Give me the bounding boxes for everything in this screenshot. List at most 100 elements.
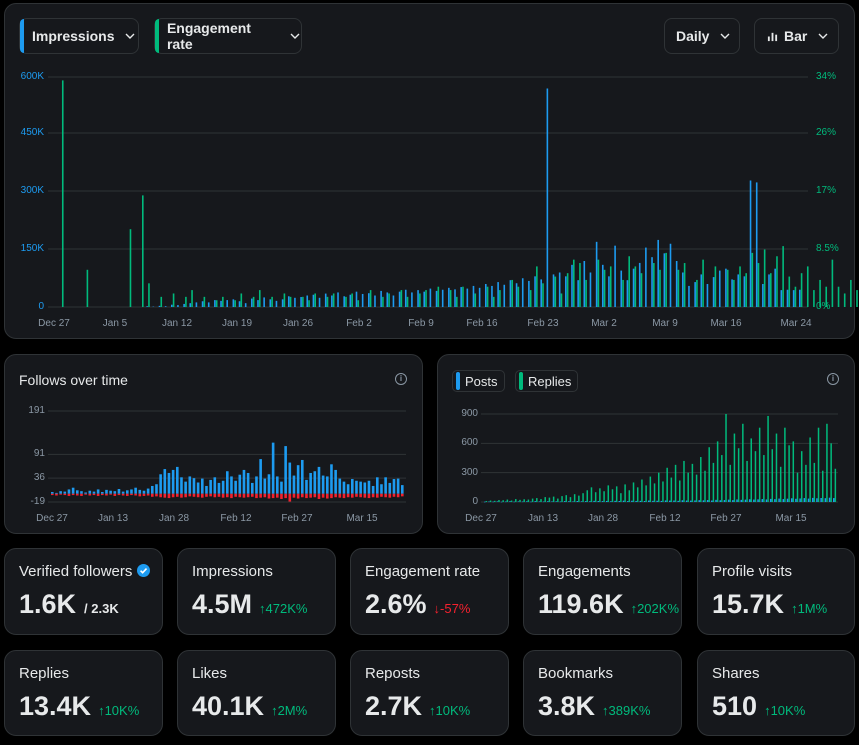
unfollows-bar[interactable] <box>296 493 300 499</box>
follows-bar[interactable] <box>209 479 212 494</box>
engagement-bar[interactable] <box>579 263 581 307</box>
engagement-bar[interactable] <box>474 293 477 307</box>
follows-bar[interactable] <box>392 479 396 494</box>
engagement-bar[interactable] <box>782 246 784 307</box>
engagement-bar[interactable] <box>369 290 372 307</box>
follows-bar[interactable] <box>80 491 83 494</box>
impressions-bar[interactable] <box>257 300 259 307</box>
replies-bar[interactable] <box>536 498 538 502</box>
follows-bar[interactable] <box>88 490 92 494</box>
replies-bar[interactable] <box>615 486 618 502</box>
posts-bar[interactable] <box>517 501 520 503</box>
impressions-bar[interactable] <box>454 289 456 307</box>
unfollows-bar[interactable] <box>317 493 321 499</box>
engagement-bar[interactable] <box>837 286 840 307</box>
impressions-bar[interactable] <box>515 283 518 307</box>
engagement-bar[interactable] <box>603 269 606 307</box>
engagement-bar[interactable] <box>726 269 729 307</box>
impressions-bar[interactable] <box>577 280 579 307</box>
replies-bar[interactable] <box>826 423 828 502</box>
replies-bar[interactable] <box>624 484 626 502</box>
replies-bar[interactable] <box>750 438 753 502</box>
unfollows-bar[interactable] <box>205 493 208 497</box>
impressions-bar[interactable] <box>651 257 653 307</box>
impressions-bar[interactable] <box>189 303 192 307</box>
info-icon[interactable]: i <box>395 373 407 385</box>
follows-bar[interactable] <box>346 484 350 494</box>
engagement-bar[interactable] <box>800 273 803 307</box>
impressions-bar[interactable] <box>195 302 198 307</box>
engagement-bar[interactable] <box>283 293 286 307</box>
engagement-bar[interactable] <box>351 293 353 307</box>
follows-bar[interactable] <box>184 481 187 494</box>
impressions-bar[interactable] <box>441 289 444 307</box>
replies-bar[interactable] <box>573 494 576 502</box>
posts-bar[interactable] <box>597 501 600 502</box>
unfollows-bar[interactable] <box>51 493 54 496</box>
posts-bar[interactable] <box>652 500 654 502</box>
impressions-bar[interactable] <box>614 245 616 307</box>
replies-bar[interactable] <box>510 500 513 502</box>
impressions-bar[interactable] <box>337 292 339 307</box>
posts-bar[interactable] <box>761 499 764 502</box>
replies-bar[interactable] <box>771 449 774 502</box>
engagement-bar[interactable] <box>419 293 421 307</box>
impressions-bar[interactable] <box>374 295 376 308</box>
engagement-bar[interactable] <box>388 293 390 307</box>
unfollows-bar[interactable] <box>67 493 71 496</box>
engagement-bar[interactable] <box>536 266 538 307</box>
impressions-bar[interactable] <box>386 292 389 307</box>
impressions-bar[interactable] <box>700 274 703 307</box>
engagement-bar[interactable] <box>191 290 193 307</box>
unfollows-bar[interactable] <box>351 493 354 498</box>
unfollows-bar[interactable] <box>188 493 192 497</box>
impressions-bar[interactable] <box>417 290 419 307</box>
posts-bar[interactable] <box>723 500 726 502</box>
follows-bar[interactable] <box>280 481 283 494</box>
follows-bar[interactable] <box>292 475 296 494</box>
info-icon[interactable]: i <box>827 373 839 385</box>
engagement-bar[interactable] <box>825 286 828 307</box>
impressions-bar[interactable] <box>712 277 715 307</box>
impressions-bar[interactable] <box>448 287 450 307</box>
follows-bar[interactable] <box>234 480 237 494</box>
follows-bar[interactable] <box>330 464 333 494</box>
engagement-bar[interactable] <box>806 266 809 307</box>
follows-bar[interactable] <box>363 482 367 494</box>
follows-bar[interactable] <box>338 478 342 494</box>
replies-bar[interactable] <box>725 414 727 502</box>
unfollows-bar[interactable] <box>251 493 254 497</box>
posts-bar[interactable] <box>643 501 646 502</box>
impressions-bar[interactable] <box>749 180 752 308</box>
engagement-bar[interactable] <box>665 252 667 307</box>
posts-bar[interactable] <box>732 500 734 502</box>
replies-bar[interactable] <box>594 492 597 502</box>
posts-bar[interactable] <box>799 498 801 502</box>
engagement-bar[interactable] <box>271 296 273 307</box>
unfollows-bar[interactable] <box>217 493 221 497</box>
impressions-bar[interactable] <box>682 272 684 308</box>
engagement-bar[interactable] <box>215 300 218 307</box>
impressions-bar[interactable] <box>201 301 204 307</box>
replies-bar[interactable] <box>809 437 811 502</box>
replies-bar[interactable] <box>485 501 488 502</box>
replies-bar[interactable] <box>641 479 643 502</box>
posts-bar[interactable] <box>521 501 524 503</box>
follows-bar[interactable] <box>376 477 379 494</box>
replies-bar[interactable] <box>649 476 652 502</box>
engagement-bar[interactable] <box>529 290 532 307</box>
engagement-bar[interactable] <box>517 286 520 307</box>
unfollows-bar[interactable] <box>63 493 67 496</box>
engagement-bar[interactable] <box>585 279 587 307</box>
unfollows-bar[interactable] <box>255 493 258 499</box>
impressions-bar[interactable] <box>392 295 395 308</box>
posts-bar[interactable] <box>698 500 700 502</box>
posts-bar[interactable] <box>681 500 684 502</box>
follows-bar[interactable] <box>155 484 158 494</box>
posts-bar[interactable] <box>484 501 486 503</box>
engagement-bar[interactable] <box>308 300 310 307</box>
follows-bar[interactable] <box>159 474 162 494</box>
impressions-bar[interactable] <box>645 247 647 307</box>
replies-bar[interactable] <box>523 499 525 502</box>
engagement-bar[interactable] <box>597 259 600 307</box>
